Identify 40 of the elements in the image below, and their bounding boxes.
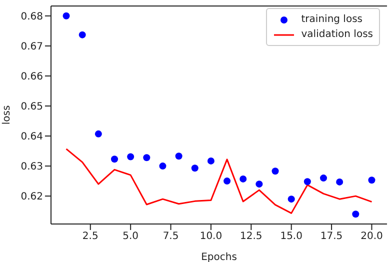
point (224, 178, 231, 185)
point (143, 154, 150, 162)
point (207, 157, 214, 164)
point (127, 153, 134, 160)
x-tick-label: 7.5 (162, 231, 179, 242)
point (304, 178, 311, 186)
y-tick-label: 0.68 (20, 11, 43, 22)
x-tick-label: 12.5 (240, 231, 262, 242)
point (320, 174, 327, 182)
y-tick-label: 0.62 (20, 192, 43, 203)
y-axis-title: loss (2, 105, 13, 125)
point (336, 178, 344, 186)
point (191, 164, 198, 172)
line-series (66, 148, 372, 214)
point (94, 130, 102, 138)
point (111, 156, 118, 163)
x-tick-label: 20.0 (360, 231, 383, 242)
point (256, 180, 263, 188)
y-tick-label: 0.67 (20, 41, 43, 52)
x-tick-label: 15.0 (280, 231, 302, 242)
legend-label: training loss (301, 13, 363, 27)
x-tick-label: 2.5 (82, 231, 98, 242)
legend-label: validation loss (301, 28, 373, 42)
point (78, 31, 86, 38)
point (368, 176, 376, 184)
y-tick-label: 0.63 (20, 162, 43, 173)
point (175, 152, 182, 160)
y-tick-label: 0.65 (20, 102, 43, 113)
point (272, 168, 279, 175)
point (159, 162, 166, 170)
x-tick-label: 17.5 (320, 231, 343, 242)
y-tick-label: 0.64 (20, 132, 43, 143)
x-tick-label: 10.0 (200, 231, 222, 242)
x-tick-label: 5.0 (122, 231, 139, 242)
point (288, 196, 295, 203)
x-axis-title: Epochs (201, 252, 237, 262)
point (240, 175, 247, 182)
y-tick-label: 0.66 (20, 72, 43, 83)
point (352, 210, 360, 218)
point (62, 12, 70, 20)
